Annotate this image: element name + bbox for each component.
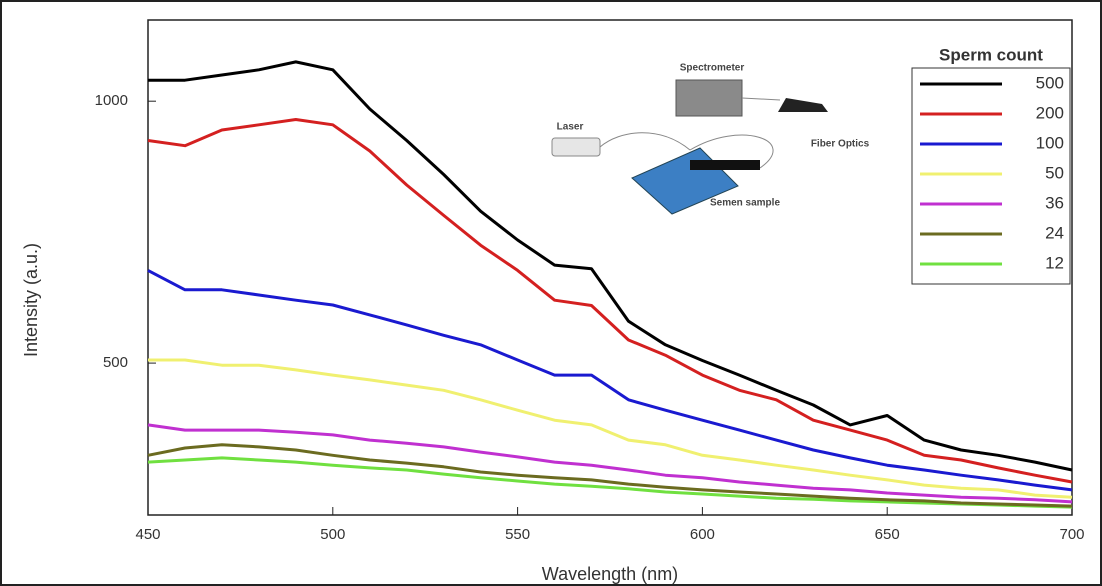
y-tick-label: 500	[103, 354, 128, 371]
legend-title: Sperm count	[939, 45, 1043, 64]
legend-label: 500	[1036, 73, 1064, 92]
x-axis-title: Wavelength (nm)	[542, 564, 678, 584]
annotation: Spectrometer	[680, 63, 745, 74]
x-tick-label: 700	[1059, 526, 1084, 543]
annotation: Fiber Optics	[811, 139, 870, 150]
chart: Wavelength (nm) Intensity (a.u.) Spectro…	[0, 0, 1102, 586]
legend-label: 50	[1045, 163, 1064, 182]
legend-label: 36	[1045, 193, 1064, 212]
probe	[690, 160, 760, 170]
legend-label: 100	[1036, 133, 1064, 152]
spectrometer-icon	[676, 80, 742, 116]
legend-label: 12	[1045, 253, 1064, 272]
x-tick-label: 550	[505, 526, 530, 543]
legend-label: 24	[1045, 223, 1064, 242]
y-axis-title: Intensity (a.u.)	[21, 243, 41, 357]
y-tick-label: 1000	[95, 92, 128, 109]
x-tick-label: 450	[135, 526, 160, 543]
legend-label: 200	[1036, 103, 1064, 122]
x-tick-label: 600	[690, 526, 715, 543]
laser-icon	[552, 138, 600, 156]
annotation: Semen sample	[710, 198, 780, 209]
x-tick-label: 500	[320, 526, 345, 543]
x-tick-label: 650	[875, 526, 900, 543]
annotation: Laser	[557, 122, 584, 133]
